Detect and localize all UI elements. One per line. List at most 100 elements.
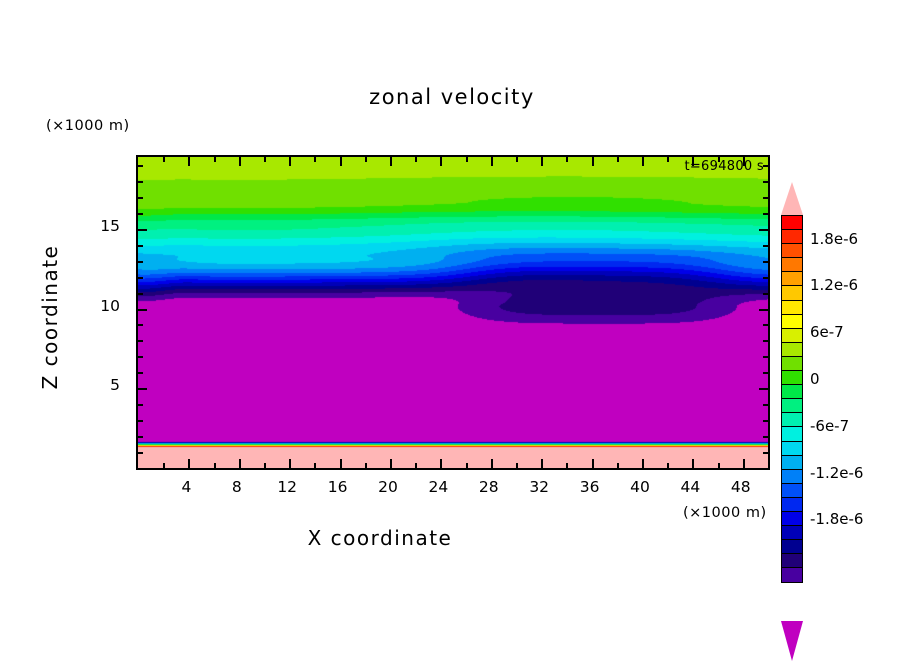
colorbar-tick-label: -1.2e-6 — [810, 463, 864, 482]
x-tick-top — [415, 157, 418, 162]
y-tick-right — [763, 324, 768, 327]
y-tick-right — [763, 292, 768, 295]
x-tick-top — [742, 157, 745, 166]
y-tick — [138, 292, 143, 295]
y-tick-right — [763, 356, 768, 359]
y-tick-right — [763, 404, 768, 407]
y-tick-right — [763, 260, 768, 263]
y-axis-title: Z coordinate — [38, 244, 62, 390]
timestamp-annotation: t=694800 s — [684, 159, 764, 174]
y-tick — [138, 324, 143, 327]
x-tick-label: 4 — [181, 478, 192, 496]
y-tick-right — [759, 388, 768, 391]
x-tick — [616, 463, 619, 468]
y-tick — [138, 452, 143, 455]
x-tick — [541, 459, 544, 468]
y-tick — [138, 420, 143, 423]
contour-field — [138, 157, 768, 468]
x-tick — [163, 463, 166, 468]
contour-plot-area[interactable]: t=694800 s — [136, 155, 770, 470]
y-tick-right — [763, 436, 768, 439]
x-axis-title: X coordinate — [307, 526, 453, 550]
y-tick — [138, 180, 143, 183]
x-tick — [213, 463, 216, 468]
y-tick — [138, 356, 143, 359]
y-tick-right — [759, 228, 768, 231]
x-tick-label: 48 — [730, 478, 751, 496]
x-tick-label: 12 — [277, 478, 298, 496]
y-tick-right — [759, 308, 768, 311]
x-tick-top — [616, 157, 619, 162]
colorbar-tick-label: -6e-7 — [810, 416, 850, 435]
x-tick-label: 40 — [630, 478, 650, 496]
colorbar-segment — [781, 567, 803, 583]
y-tick-right — [763, 372, 768, 375]
y-tick — [138, 340, 143, 343]
x-tick-label: 32 — [529, 478, 550, 496]
colorbar-top-cap — [781, 182, 803, 215]
x-tick-top — [692, 157, 695, 166]
x-tick — [490, 459, 493, 468]
colorbar[interactable] — [781, 215, 803, 583]
y-tick-right — [763, 196, 768, 199]
colorbar-tick-label: 0 — [810, 370, 820, 388]
x-tick — [742, 459, 745, 468]
x-tick — [188, 459, 191, 468]
x-tick-top — [238, 157, 241, 166]
x-tick-top — [566, 157, 569, 162]
y-tick — [138, 228, 147, 231]
colorbar-tick-label: 6e-7 — [810, 323, 844, 342]
x-tick-top — [591, 157, 594, 166]
x-tick-top — [667, 157, 670, 162]
y-tick-label: 10 — [100, 296, 120, 315]
page-title: zonal velocity — [369, 85, 535, 109]
y-tick — [138, 196, 143, 199]
x-tick — [591, 459, 594, 468]
y-tick-right — [763, 180, 768, 183]
y-tick — [138, 388, 147, 391]
x-tick-top — [390, 157, 392, 166]
x-tick-top — [314, 157, 317, 162]
x-tick — [440, 459, 443, 468]
y-tick — [138, 404, 143, 407]
x-tick — [289, 459, 292, 468]
x-tick-top — [465, 157, 468, 162]
y-tick — [138, 276, 143, 279]
x-tick — [642, 459, 644, 468]
x-tick — [339, 459, 342, 468]
y-tick — [138, 164, 143, 167]
x-tick — [566, 463, 569, 468]
colorbar-tick-label: 1.2e-6 — [810, 276, 859, 295]
y-tick — [138, 244, 143, 247]
colorbar-bottom-cap — [781, 620, 803, 661]
x-tick-label: 8 — [231, 478, 242, 496]
x-tick-top — [289, 157, 292, 166]
y-tick — [138, 260, 143, 263]
x-tick — [415, 463, 418, 468]
x-tick — [692, 459, 695, 468]
x-tick-top — [717, 157, 720, 162]
y-tick-right — [763, 276, 768, 279]
x-tick-top — [213, 157, 216, 162]
x-tick — [465, 463, 468, 468]
y-tick-label: 15 — [100, 216, 120, 235]
x-tick-label: 16 — [327, 478, 348, 496]
x-tick — [516, 463, 518, 468]
colorbar-tick-label: -1.8e-6 — [810, 510, 864, 529]
y-tick-label: 5 — [110, 376, 120, 395]
x-tick — [314, 463, 317, 468]
x-tick-top — [490, 157, 493, 166]
x-tick-label: 24 — [428, 478, 449, 496]
y-unit-label: (×1000 m) — [46, 118, 130, 134]
x-tick-label: 36 — [579, 478, 600, 496]
x-unit-label: (×1000 m) — [683, 505, 767, 521]
x-tick-label: 28 — [478, 478, 499, 496]
y-tick — [138, 308, 147, 311]
x-tick — [238, 459, 241, 468]
x-tick — [390, 459, 392, 468]
x-tick-top — [440, 157, 443, 166]
y-tick-right — [763, 452, 768, 455]
x-tick — [667, 463, 670, 468]
x-tick-top — [339, 157, 342, 166]
y-tick-right — [763, 164, 768, 167]
